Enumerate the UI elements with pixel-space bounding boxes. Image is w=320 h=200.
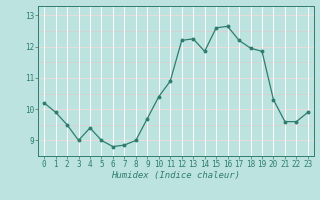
X-axis label: Humidex (Indice chaleur): Humidex (Indice chaleur): [111, 171, 241, 180]
